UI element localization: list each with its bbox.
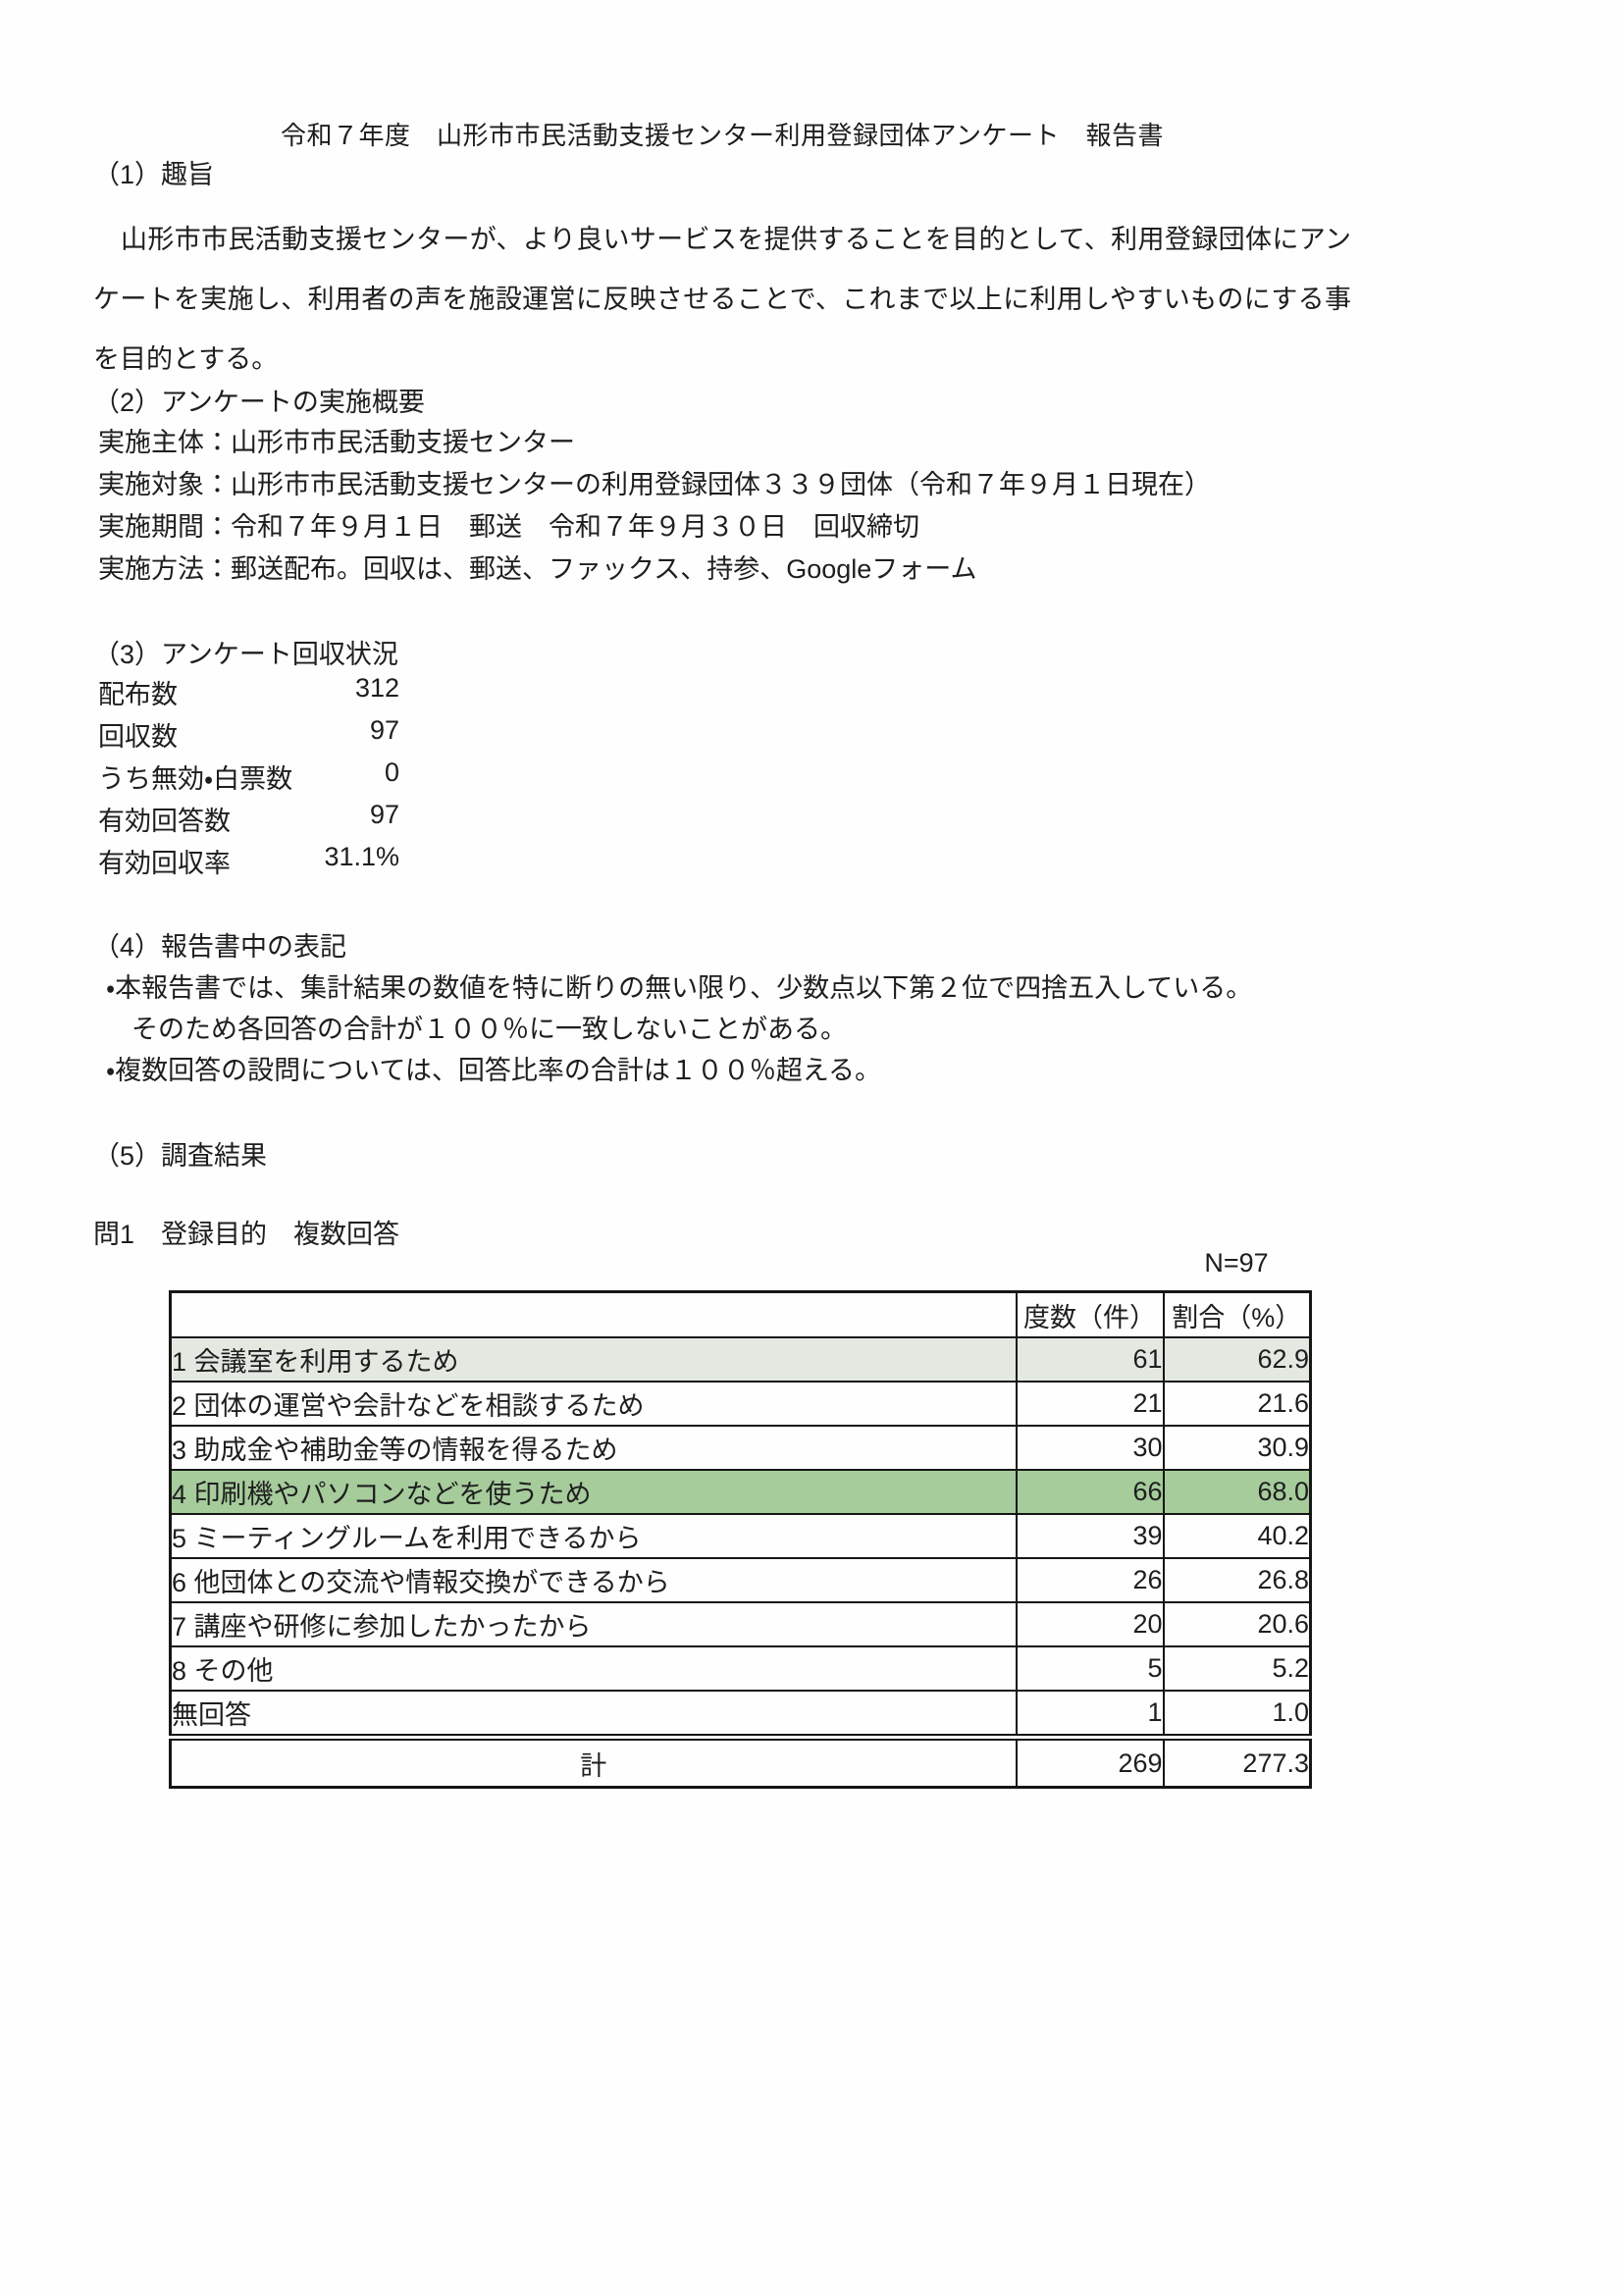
note-line: ・複数回答の設問については、回答比率の合計は１００％超える。: [106, 1056, 882, 1085]
table-row: 5 ミーティングルームを利用できるから 39 40.2: [169, 1513, 1312, 1559]
row-count: 21: [1015, 1381, 1165, 1427]
row-percent: 5.2: [1162, 1645, 1312, 1692]
collection-stats: 配布数 312 回収数 97 うち無効・白票数 0 有効回答数 97 有効回収率…: [98, 673, 399, 884]
row-count: 61: [1015, 1336, 1165, 1383]
total-percent: 277.3: [1162, 1734, 1312, 1789]
row-label: 5 ミーティングルームを利用できるから: [169, 1513, 1018, 1559]
row-percent: 26.8: [1162, 1557, 1312, 1603]
table-row: 1 会議室を利用するため 61 62.9: [169, 1336, 1312, 1383]
row-percent: 30.9: [1162, 1425, 1312, 1471]
table-row: 7 講座や研修に参加したかったから 20 20.6: [169, 1601, 1312, 1647]
section3-heading: （3）アンケート回収状況: [93, 640, 398, 669]
stat-label: うち無効・白票数: [98, 764, 293, 794]
stat-row: 配布数 312: [98, 673, 399, 715]
overview-line: 実施主体：山形市市民活動支援センター: [98, 428, 575, 457]
stat-value: 0: [384, 757, 399, 787]
q1-table-body: 1 会議室を利用するため 61 62.9 2 団体の運営や会計などを相談するため…: [169, 1336, 1312, 1789]
table-row: 2 団体の運営や会計などを相談するため 21 21.6: [169, 1381, 1312, 1427]
table-row: 8 その他 5 5.2: [169, 1645, 1312, 1692]
stat-label: 有効回収率: [98, 849, 231, 878]
overview-line: 実施方法：郵送配布。回収は、郵送、ファックス、持参、Googleフォーム: [98, 554, 977, 584]
header-empty: [169, 1290, 1018, 1338]
table-row: 無回答 1 1.0: [169, 1690, 1312, 1739]
row-count: 1: [1015, 1690, 1165, 1739]
section1-body: 山形市市民活動支援センターが、より良いサービスを提供することを目的として、利用登…: [93, 225, 1351, 374]
stat-value: 97: [369, 800, 399, 829]
row-label: 3 助成金や補助金等の情報を得るため: [169, 1425, 1018, 1471]
section5-heading: （5）調査結果: [93, 1141, 268, 1171]
table-row: 3 助成金や補助金等の情報を得るため 30 30.9: [169, 1425, 1312, 1471]
row-count: 20: [1015, 1601, 1165, 1647]
total-count: 269: [1015, 1734, 1165, 1789]
row-label: 1 会議室を利用するため: [169, 1336, 1018, 1383]
row-percent: 40.2: [1162, 1513, 1312, 1559]
row-count: 30: [1015, 1425, 1165, 1471]
sample-size-label: N=97: [1204, 1248, 1269, 1278]
row-percent: 68.0: [1162, 1469, 1312, 1515]
row-percent: 62.9: [1162, 1336, 1312, 1383]
row-count: 26: [1015, 1557, 1165, 1603]
question1-label: 問1 登録目的 複数回答: [93, 1220, 400, 1249]
section2-heading: （2）アンケートの実施概要: [93, 388, 425, 417]
header-percent: 割合（%）: [1162, 1290, 1312, 1338]
overview-line: 実施期間：令和７年９月１日 郵送 令和７年９月３０日 回収締切: [98, 512, 919, 542]
question1-table: 度数（件） 割合（%） 1 会議室を利用するため 61 62.9 2 団体の運営…: [169, 1290, 1312, 1789]
stat-value: 31.1%: [324, 842, 399, 871]
row-count: 66: [1015, 1469, 1165, 1515]
table-row: 4 印刷機やパソコンなどを使うため 66 68.0: [169, 1469, 1312, 1515]
stat-row: 有効回答数 97: [98, 800, 399, 842]
header-count: 度数（件）: [1015, 1290, 1165, 1338]
row-percent: 20.6: [1162, 1601, 1312, 1647]
section4-heading: （4）報告書中の表記: [93, 932, 347, 962]
table-header-row: 度数（件） 割合（%）: [169, 1290, 1312, 1338]
table-total-row: 計 269 277.3: [169, 1734, 1312, 1789]
stat-label: 回収数: [98, 722, 178, 752]
overview-line: 実施対象：山形市市民活動支援センターの利用登録団体３３９団体（令和７年９月１日現…: [98, 470, 1211, 499]
survey-overview-list: 実施主体：山形市市民活動支援センター 実施対象：山形市市民活動支援センターの利用…: [98, 422, 1211, 591]
note-line: そのため各回答の合計が１００％に一致しないことがある。: [131, 1015, 847, 1044]
note-line: ・本報告書では、集計結果の数値を特に断りの無い限り、少数点以下第２位で四捨五入し…: [106, 973, 1253, 1003]
stat-label: 配布数: [98, 680, 178, 709]
section1-heading: （1）趣旨: [93, 160, 215, 189]
row-count: 5: [1015, 1645, 1165, 1692]
table-row: 6 他団体との交流や情報交換ができるから 26 26.8: [169, 1557, 1312, 1603]
total-label: 計: [169, 1734, 1018, 1789]
stat-value: 97: [369, 715, 399, 745]
row-label: 無回答: [169, 1690, 1018, 1739]
notation-notes: ・本報告書では、集計結果の数値を特に断りの無い限り、少数点以下第２位で四捨五入し…: [106, 967, 1252, 1091]
row-count: 39: [1015, 1513, 1165, 1559]
stat-row: うち無効・白票数 0: [98, 757, 399, 800]
row-label: 8 その他: [169, 1645, 1018, 1692]
stat-row: 回収数 97: [98, 715, 399, 757]
report-title: 令和７年度 山形市市民活動支援センター利用登録団体アンケート 報告書: [281, 121, 1164, 150]
row-label: 2 団体の運営や会計などを相談するため: [169, 1381, 1018, 1427]
stat-label: 有効回答数: [98, 807, 231, 836]
row-label: 7 講座や研修に参加したかったから: [169, 1601, 1018, 1647]
row-label: 6 他団体との交流や情報交換ができるから: [169, 1557, 1018, 1603]
row-percent: 21.6: [1162, 1381, 1312, 1427]
row-label: 4 印刷機やパソコンなどを使うため: [169, 1469, 1018, 1515]
stat-row: 有効回収率 31.1%: [98, 842, 399, 884]
row-percent: 1.0: [1162, 1690, 1312, 1739]
stat-value: 312: [354, 673, 399, 703]
